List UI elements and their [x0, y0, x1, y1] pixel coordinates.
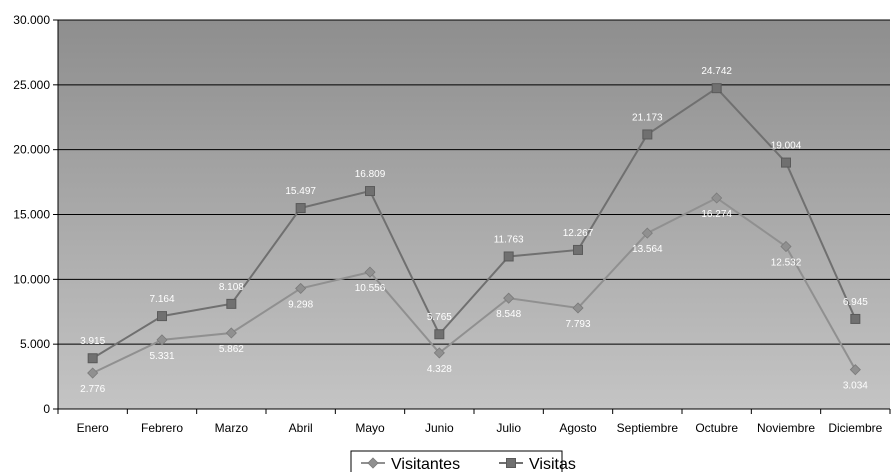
series-visitas	[87, 83, 861, 364]
data-label-visitas: 24.742	[701, 66, 732, 77]
data-label-visitantes: 4.328	[427, 364, 452, 375]
data-label-visitas: 3.915	[80, 336, 105, 347]
data-label-visitas: 16.809	[355, 169, 386, 180]
x-tick-label: Mayo	[355, 421, 385, 435]
y-tick-label: 20.000	[13, 143, 50, 157]
data-label-visitantes: 13.564	[632, 244, 663, 255]
data-point-visitantes	[295, 282, 307, 295]
data-label-visitas: 19.004	[771, 141, 802, 152]
legend-marker-visitas	[506, 458, 516, 468]
series-line-visitas	[92, 86, 857, 360]
data-point-visitantes	[364, 266, 376, 278]
y-tick-label: 5.000	[20, 337, 50, 351]
data-label-visitantes: 10.556	[355, 283, 386, 294]
y-tick-label: 30.000	[13, 13, 50, 27]
gridlines	[58, 19, 890, 345]
data-label-visitas: 11.763	[494, 234, 524, 245]
data-label-visitas: 6.945	[843, 297, 868, 308]
data-point-visitantes	[641, 227, 653, 239]
data-point-visitantes	[225, 327, 237, 339]
x-tick-label: Agosto	[559, 421, 597, 435]
data-label-visitantes: 7.793	[565, 319, 590, 330]
x-tick-label: Marzo	[215, 421, 249, 435]
data-point-visitantes	[433, 347, 445, 359]
data-point-visitas	[434, 329, 445, 340]
data-label-visitantes: 16.274	[701, 209, 732, 220]
x-tick-label: Noviembre	[757, 421, 815, 435]
data-point-visitantes	[503, 292, 515, 304]
axes	[53, 19, 891, 414]
data-label-visitas: 5.765	[427, 312, 452, 323]
data-point-visitantes	[87, 367, 99, 379]
data-point-visitas	[573, 244, 583, 255]
data-label-visitas: 15.497	[285, 186, 316, 197]
y-tick-label: 10.000	[13, 272, 50, 286]
x-tick-label: Octubre	[695, 421, 738, 435]
x-tick-label: Diciembre	[828, 421, 882, 435]
series-visitantes	[87, 192, 861, 379]
y-axis-tick-labels: 0 5.000 10.000 15.000 20.000 25.000 30.000	[13, 13, 50, 416]
data-point-visitas	[503, 251, 514, 262]
data-label-visitantes: 3.034	[843, 381, 868, 392]
x-tick-label: Enero	[77, 421, 109, 435]
x-axis-tick-labels: Enero Febrero Marzo Abril Mayo Junio Julio Agos…	[77, 421, 883, 435]
y-tick-label: 15.000	[13, 208, 50, 222]
data-point-visitas	[642, 129, 653, 140]
x-tick-label: Julio	[496, 421, 521, 435]
data-point-visitas	[781, 157, 791, 168]
y-tick-label: 25.000	[13, 78, 50, 92]
x-tick-label: Junio	[425, 421, 454, 435]
data-point-visitas	[295, 203, 306, 214]
data-point-visitas	[365, 186, 375, 197]
data-label-visitantes: 12.532	[771, 258, 802, 269]
data-point-visitantes	[572, 302, 584, 314]
data-label-visitantes: 8.548	[496, 309, 521, 320]
data-point-visitantes	[849, 364, 861, 376]
data-label-visitantes: 5.331	[149, 351, 174, 362]
data-label-visitantes: 5.862	[219, 344, 244, 355]
data-label-visitantes: 2.776	[80, 384, 105, 395]
series-layer	[87, 83, 861, 379]
legend-marker-visitantes	[367, 457, 379, 469]
x-tick-label: Febrero	[141, 421, 183, 435]
data-label-visitantes: 9.298	[288, 299, 313, 310]
data-label-visitas: 12.267	[563, 228, 594, 239]
data-point-visitas	[850, 313, 861, 324]
data-label-visitas: 8.108	[219, 282, 244, 293]
data-point-visitas	[87, 353, 98, 364]
x-tick-label: Septiembre	[617, 421, 679, 435]
data-point-visitas	[157, 311, 167, 322]
series-line-visitantes	[92, 196, 857, 374]
legend: Visitantes Visitas	[350, 450, 576, 472]
data-point-visitantes	[780, 240, 792, 253]
data-point-visitas	[226, 298, 237, 309]
data-label-visitas: 21.173	[632, 112, 663, 123]
legend-label-visitantes: Visitantes	[391, 456, 460, 472]
data-point-visitantes	[711, 192, 723, 204]
data-label-visitas: 7.164	[149, 294, 174, 305]
y-tick-label: 0	[43, 402, 50, 416]
data-point-visitas	[711, 83, 722, 94]
data-point-visitantes	[156, 334, 168, 346]
data-labels-layer: 2.776 5.331 5.862 9.298 10.556 4.328 8.548 7.79…	[80, 66, 868, 395]
x-tick-label: Abril	[289, 421, 313, 435]
legend-label-visitas: Visitas	[529, 456, 576, 472]
